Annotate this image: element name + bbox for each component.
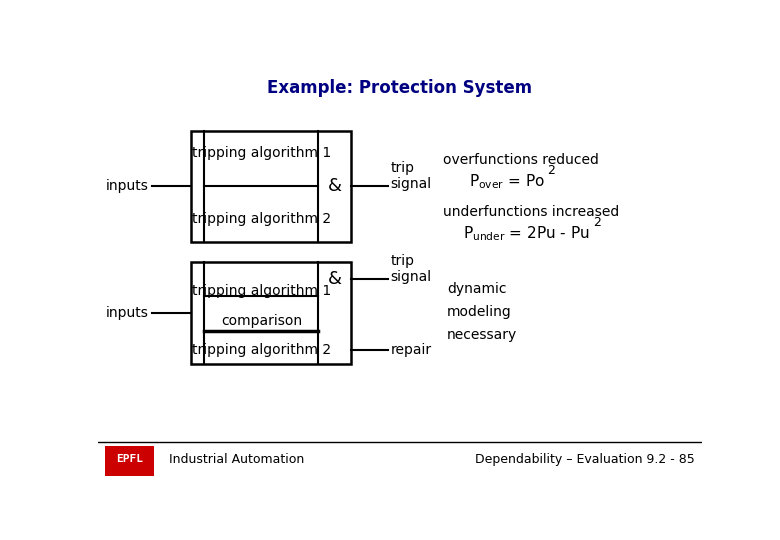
Text: &: & — [328, 270, 342, 288]
Text: EPFL: EPFL — [116, 454, 143, 464]
Text: tripping algorithm 1: tripping algorithm 1 — [192, 284, 331, 298]
Bar — [191, 131, 351, 241]
Text: repair: repair — [391, 343, 432, 357]
Text: 2: 2 — [594, 216, 601, 229]
Text: dynamic
modeling
necessary: dynamic modeling necessary — [447, 282, 517, 342]
Text: &: & — [328, 178, 342, 195]
Bar — [105, 446, 154, 476]
Text: $\mathregular{P_{under}}$ = 2Pu - Pu: $\mathregular{P_{under}}$ = 2Pu - Pu — [463, 225, 590, 244]
Bar — [191, 262, 351, 364]
Text: $\mathregular{P_{over}}$ = Po: $\mathregular{P_{over}}$ = Po — [470, 173, 546, 191]
Text: inputs: inputs — [106, 306, 149, 320]
Text: 2: 2 — [547, 164, 555, 177]
Text: trip
signal: trip signal — [391, 161, 432, 191]
Text: Dependability – Evaluation 9.2 - 85: Dependability – Evaluation 9.2 - 85 — [475, 453, 695, 466]
Text: tripping algorithm 1: tripping algorithm 1 — [192, 146, 331, 160]
Text: Industrial Automation: Industrial Automation — [168, 453, 304, 466]
Text: tripping algorithm 2: tripping algorithm 2 — [192, 343, 331, 357]
Text: trip
signal: trip signal — [391, 254, 432, 284]
Text: overfunctions reduced: overfunctions reduced — [443, 153, 599, 167]
Text: Example: Protection System: Example: Protection System — [268, 79, 532, 97]
Text: comparison: comparison — [221, 314, 302, 328]
Text: tripping algorithm 2: tripping algorithm 2 — [192, 212, 331, 226]
Text: inputs: inputs — [106, 179, 149, 193]
Text: underfunctions increased: underfunctions increased — [443, 205, 619, 219]
